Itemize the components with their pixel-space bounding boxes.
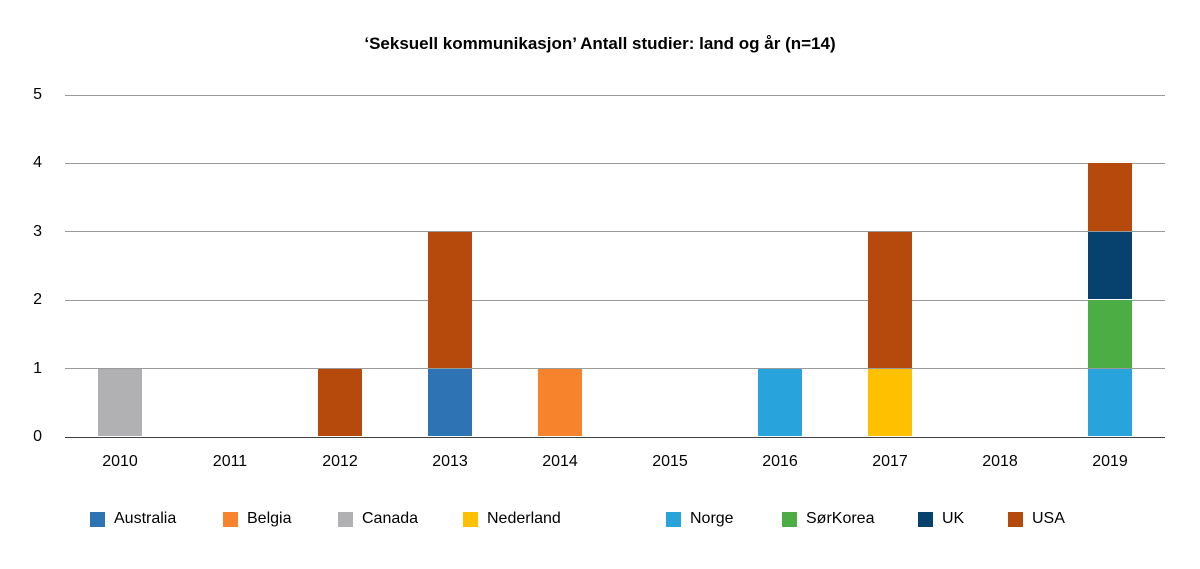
legend-label-USA: USA	[1032, 510, 1065, 527]
gridline-y2	[65, 299, 1165, 301]
y-tick-label-5: 5	[33, 86, 42, 103]
x-tick-label-2015: 2015	[652, 453, 688, 470]
legend-label-SørKorea: SørKorea	[806, 510, 875, 527]
bar-segment-Belgia-2014	[538, 368, 582, 436]
x-tick-label-2011: 2011	[212, 453, 248, 470]
legend-label-UK: UK	[942, 510, 965, 527]
gridline-y4	[65, 162, 1165, 164]
bar-segment-USA-2019	[1088, 163, 1132, 231]
x-tick-label-2012: 2012	[322, 453, 358, 470]
x-tick-label-2010: 2010	[102, 453, 138, 470]
y-tick-label-1: 1	[33, 359, 42, 377]
legend-item-UK: UK	[918, 508, 964, 530]
legend-label-Nederland: Nederland	[487, 510, 561, 527]
legend-item-Belgia: Belgia	[223, 508, 291, 530]
bar-segment-Australia-2013	[428, 368, 472, 436]
legend-swatch-Australia	[90, 511, 105, 527]
legend-swatch-UK	[918, 511, 933, 527]
bar-segment-Norge-2019	[1088, 368, 1132, 436]
legend-swatch-Nederland	[463, 511, 478, 527]
legend-item-Norge: Norge	[666, 508, 734, 530]
legend-item-USA: USA	[1008, 508, 1065, 530]
legend-label-Belgia: Belgia	[247, 510, 292, 527]
legend-item-Australia: Australia	[90, 508, 176, 530]
y-tick-label-2: 2	[33, 291, 42, 309]
x-tick-label-2014: 2014	[542, 453, 578, 470]
y-tick-label-0: 0	[33, 428, 42, 445]
legend-label-Australia: Australia	[114, 510, 177, 527]
legend-item-Canada: Canada	[338, 508, 418, 530]
legend-swatch-Canada	[338, 511, 353, 527]
legend-swatch-Norge	[666, 511, 681, 527]
legend-item-Nederland: Nederland	[463, 508, 561, 530]
bar-segment-USA-2012	[318, 368, 362, 436]
gridline-y5	[65, 94, 1165, 96]
x-tick-label-2018: 2018	[982, 453, 1018, 470]
bar-segment-USA-2017	[868, 231, 912, 368]
x-tick-label-2013: 2013	[432, 453, 468, 470]
bar-segment-Canada-2010	[98, 368, 142, 436]
x-tick-label-2019: 2019	[1092, 453, 1128, 470]
x-tick-label-2016: 2016	[762, 453, 798, 470]
y-tick-label-4: 4	[33, 154, 42, 172]
legend-label-Norge: Norge	[690, 510, 734, 527]
gridline-y1	[65, 368, 1165, 370]
bar-segment-SørKorea-2019	[1088, 300, 1132, 368]
legend-swatch-USA	[1008, 511, 1023, 527]
legend-swatch-Belgia	[223, 511, 238, 527]
gridline-y3	[65, 231, 1165, 233]
bar-segment-Nederland-2017	[868, 368, 912, 436]
legend-item-SørKorea: SørKorea	[782, 508, 874, 530]
chart-legend: Australia Belgia Canada Nederland Norge SørKo…	[0, 508, 1200, 530]
bar-segment-USA-2013	[428, 231, 472, 368]
y-tick-label-3: 3	[33, 222, 42, 240]
bar-segment-Norge-2016	[758, 368, 802, 436]
bar-segment-UK-2019	[1088, 231, 1132, 300]
x-tick-label-2017: 2017	[872, 453, 908, 470]
legend-label-Canada: Canada	[362, 510, 419, 527]
x-axis-line	[65, 436, 1165, 438]
legend-swatch-SørKorea	[782, 511, 797, 527]
chart-title: ‘Seksuell kommunikasjon’ Antall studier:…	[364, 34, 836, 53]
